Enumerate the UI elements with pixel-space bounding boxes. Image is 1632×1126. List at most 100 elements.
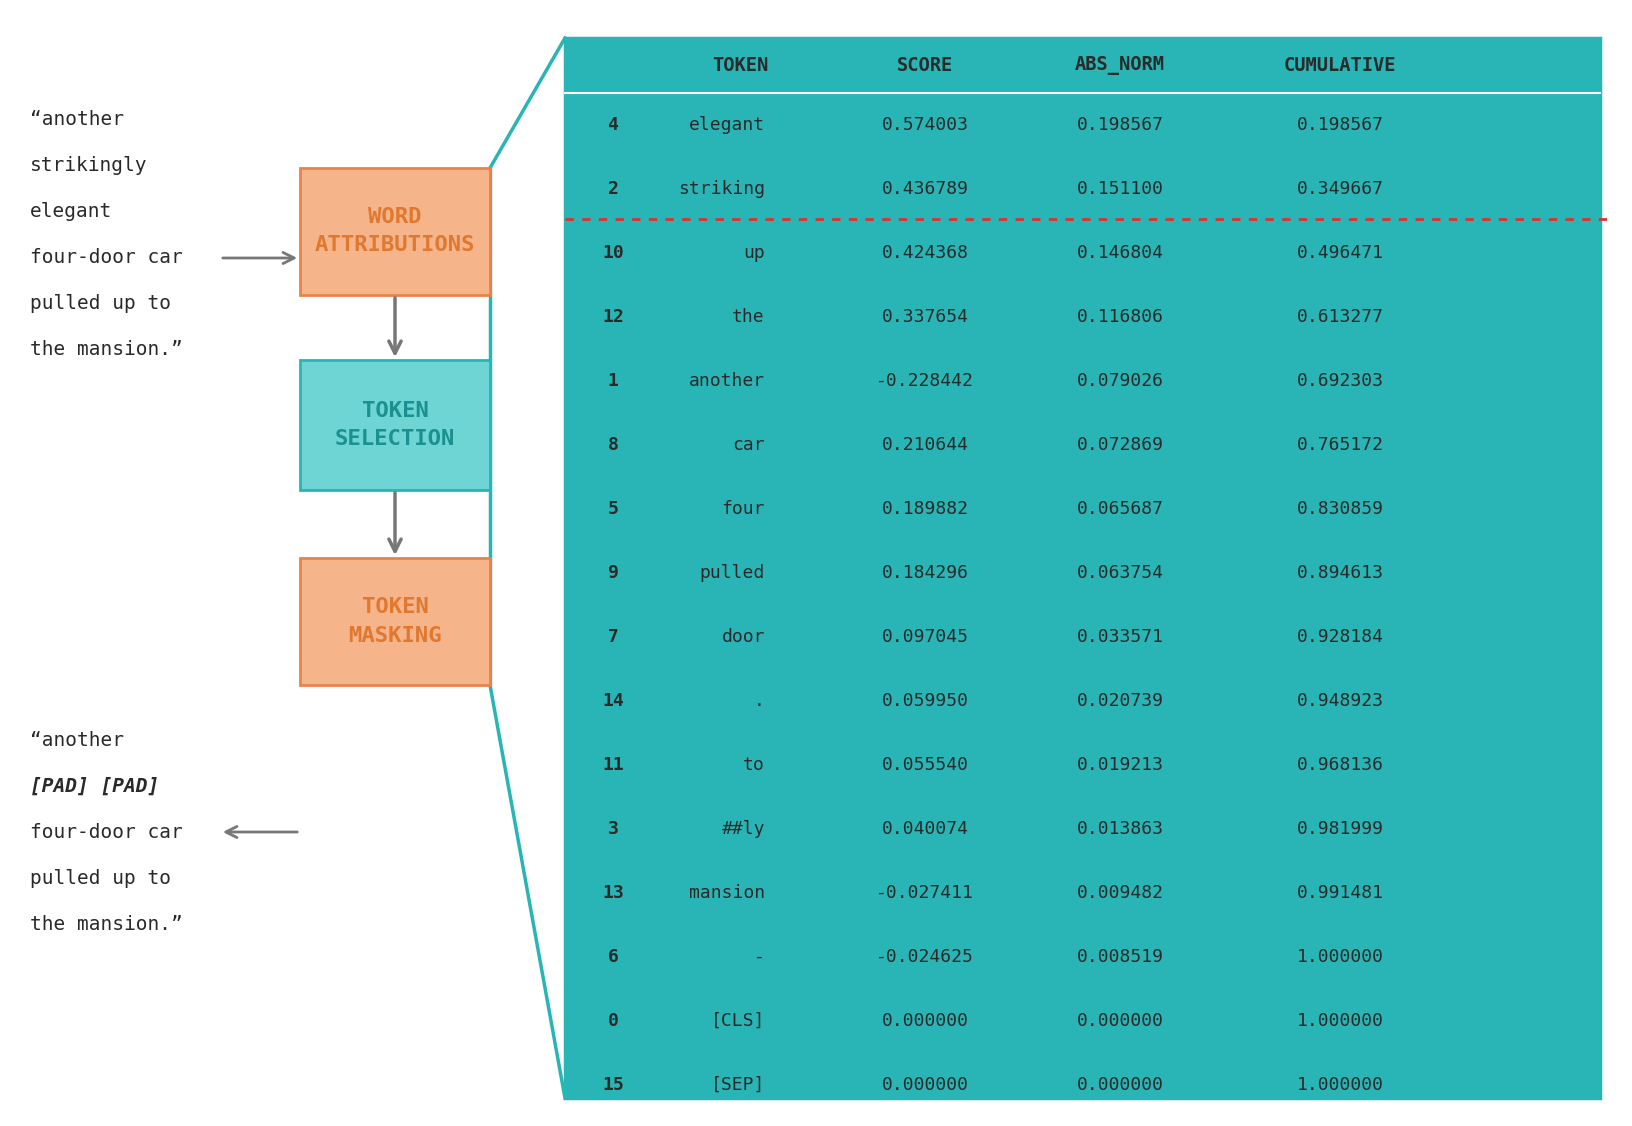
Text: 0.033571: 0.033571	[1075, 628, 1162, 646]
Text: “another: “another	[29, 731, 124, 750]
Text: -0.027411: -0.027411	[875, 884, 973, 902]
Text: 0.000000: 0.000000	[881, 1012, 968, 1030]
Text: four: four	[721, 500, 764, 518]
Text: 6: 6	[607, 948, 619, 966]
Text: TOKEN: TOKEN	[361, 598, 428, 617]
Text: ##ly: ##ly	[721, 820, 764, 838]
Text: 0.574003: 0.574003	[881, 116, 968, 134]
Text: ABS_NORM: ABS_NORM	[1074, 56, 1164, 75]
Text: 1.000000: 1.000000	[1296, 1076, 1382, 1094]
Text: 0.000000: 0.000000	[881, 1076, 968, 1094]
Text: 0.981999: 0.981999	[1296, 820, 1382, 838]
Text: the: the	[731, 309, 764, 327]
Text: WORD: WORD	[369, 207, 421, 227]
Text: 0.072869: 0.072869	[1075, 436, 1162, 454]
Text: 0.151100: 0.151100	[1075, 180, 1162, 198]
Text: [CLS]: [CLS]	[710, 1012, 764, 1030]
Text: CUMULATIVE: CUMULATIVE	[1283, 56, 1395, 75]
Text: 0.210644: 0.210644	[881, 436, 968, 454]
Text: ATTRIBUTIONS: ATTRIBUTIONS	[315, 235, 475, 256]
Bar	[300, 360, 490, 490]
Text: elegant: elegant	[689, 116, 764, 134]
Text: 2: 2	[607, 180, 619, 198]
Text: 0.198567: 0.198567	[1075, 116, 1162, 134]
Bar	[565, 38, 1599, 1098]
Text: 0.000000: 0.000000	[1075, 1076, 1162, 1094]
Text: mansion: mansion	[689, 884, 764, 902]
Text: 0.349667: 0.349667	[1296, 180, 1382, 198]
Text: 12: 12	[602, 309, 623, 327]
Text: 0.079026: 0.079026	[1075, 372, 1162, 390]
Text: the mansion.”: the mansion.”	[29, 914, 183, 933]
Text: 0.198567: 0.198567	[1296, 116, 1382, 134]
Text: the mansion.”: the mansion.”	[29, 340, 183, 359]
Text: four-door car: four-door car	[29, 249, 183, 268]
Bar	[300, 558, 490, 685]
Text: 0.116806: 0.116806	[1075, 309, 1162, 327]
Text: 8: 8	[607, 436, 619, 454]
Text: 0.991481: 0.991481	[1296, 884, 1382, 902]
Text: 14: 14	[602, 692, 623, 711]
Text: 3: 3	[607, 820, 619, 838]
Text: 11: 11	[602, 756, 623, 774]
Text: 0.040074: 0.040074	[881, 820, 968, 838]
Text: 0.009482: 0.009482	[1075, 884, 1162, 902]
Text: 0: 0	[607, 1012, 619, 1030]
Text: striking: striking	[677, 180, 764, 198]
Text: pulled: pulled	[700, 564, 764, 582]
Text: 0.097045: 0.097045	[881, 628, 968, 646]
Text: 0.055540: 0.055540	[881, 756, 968, 774]
Text: 0.692303: 0.692303	[1296, 372, 1382, 390]
Text: 1.000000: 1.000000	[1296, 948, 1382, 966]
Text: 0.436789: 0.436789	[881, 180, 968, 198]
Text: 7: 7	[607, 628, 619, 646]
Text: door: door	[721, 628, 764, 646]
Text: 0.013863: 0.013863	[1075, 820, 1162, 838]
Text: -0.024625: -0.024625	[875, 948, 973, 966]
Text: 0.337654: 0.337654	[881, 309, 968, 327]
Text: 0.496471: 0.496471	[1296, 244, 1382, 262]
Text: -0.228442: -0.228442	[875, 372, 973, 390]
Bar	[300, 168, 490, 295]
Text: 0.765172: 0.765172	[1296, 436, 1382, 454]
Text: 13: 13	[602, 884, 623, 902]
Text: 0.146804: 0.146804	[1075, 244, 1162, 262]
Text: up: up	[743, 244, 764, 262]
Text: to: to	[743, 756, 764, 774]
Text: 0.065687: 0.065687	[1075, 500, 1162, 518]
Text: car: car	[731, 436, 764, 454]
Text: TOKEN: TOKEN	[712, 56, 767, 75]
Text: 0.189882: 0.189882	[881, 500, 968, 518]
Text: 0.928184: 0.928184	[1296, 628, 1382, 646]
Text: SCORE: SCORE	[896, 56, 953, 75]
Text: 0.830859: 0.830859	[1296, 500, 1382, 518]
Text: [PAD] [PAD]: [PAD] [PAD]	[29, 777, 160, 795]
Text: pulled up to: pulled up to	[29, 868, 171, 887]
Text: 0.968136: 0.968136	[1296, 756, 1382, 774]
Text: .: .	[754, 692, 764, 711]
Text: 4: 4	[607, 116, 619, 134]
Text: MASKING: MASKING	[348, 626, 442, 645]
Text: 1.000000: 1.000000	[1296, 1012, 1382, 1030]
Text: 0.019213: 0.019213	[1075, 756, 1162, 774]
Text: 0.020739: 0.020739	[1075, 692, 1162, 711]
Text: 0.059950: 0.059950	[881, 692, 968, 711]
Text: elegant: elegant	[29, 203, 113, 222]
Text: 0.894613: 0.894613	[1296, 564, 1382, 582]
Text: another: another	[689, 372, 764, 390]
Text: 0.424368: 0.424368	[881, 244, 968, 262]
Text: four-door car: four-door car	[29, 822, 183, 841]
Text: 0.000000: 0.000000	[1075, 1012, 1162, 1030]
Text: pulled up to: pulled up to	[29, 295, 171, 313]
Text: THRESHOLD: THRESHOLD	[1627, 135, 1632, 214]
Text: 1: 1	[607, 372, 619, 390]
Text: 10: 10	[602, 244, 623, 262]
Text: -: -	[754, 948, 764, 966]
Text: 0.948923: 0.948923	[1296, 692, 1382, 711]
Text: “another: “another	[29, 110, 124, 129]
Text: 9: 9	[607, 564, 619, 582]
Text: [SEP]: [SEP]	[710, 1076, 764, 1094]
Text: strikingly: strikingly	[29, 157, 147, 176]
Text: 0.063754: 0.063754	[1075, 564, 1162, 582]
Text: 0.184296: 0.184296	[881, 564, 968, 582]
